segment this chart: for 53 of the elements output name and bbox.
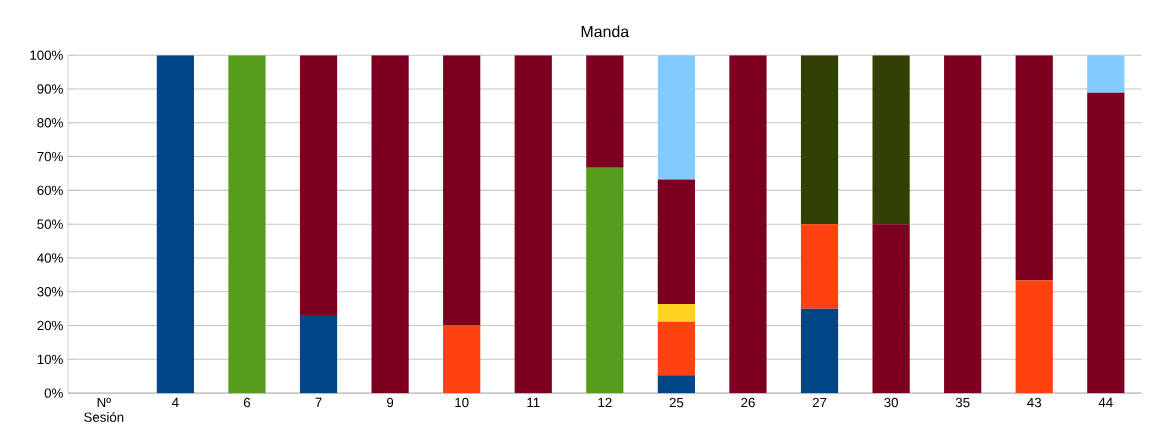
bar [586, 167, 624, 394]
bar [657, 303, 695, 322]
bar [443, 325, 481, 394]
x-tick-label: Nº Sesión [84, 397, 124, 422]
bar [443, 55, 481, 326]
x-tick-label: 11 [527, 397, 540, 407]
bar [944, 55, 982, 394]
bar [299, 55, 338, 316]
y-tick-label: 0% [44, 388, 63, 398]
bar [872, 55, 910, 225]
y-tick-label: 100% [30, 50, 63, 60]
x-tick-label: 4 [172, 397, 179, 407]
bar [872, 224, 910, 394]
bar [514, 55, 552, 394]
x-tick-label: 30 [884, 397, 898, 408]
x-tick-label: 12 [598, 397, 612, 408]
bar [1087, 55, 1125, 93]
bar [1015, 280, 1053, 394]
y-tick-label: 40% [37, 253, 63, 263]
y-tick-label: 50% [37, 219, 63, 229]
x-tick-label: 27 [812, 397, 827, 408]
bar [657, 55, 695, 180]
x-tick-label: 25 [669, 397, 684, 408]
chart-title: Manda [581, 25, 630, 38]
x-tick-label: 43 [1027, 397, 1042, 408]
bar [657, 375, 695, 394]
x-tick-label: 35 [955, 397, 970, 408]
bar [657, 321, 695, 376]
y-tick-label: 20% [37, 320, 63, 331]
bar [1015, 55, 1053, 281]
bar [586, 55, 624, 168]
x-tick-label: 7 [315, 397, 322, 407]
y-tick-label: 70% [37, 151, 63, 162]
y-tick-label: 60% [37, 185, 63, 196]
x-tick-label: 44 [1098, 397, 1113, 407]
bar [800, 224, 839, 309]
bar [228, 55, 266, 394]
bar [156, 55, 195, 394]
bar [371, 55, 409, 394]
y-tick-label: 80% [37, 118, 63, 128]
bar [800, 308, 839, 394]
bar [657, 179, 695, 304]
x-tick-label: 10 [455, 397, 469, 408]
bar [729, 55, 767, 394]
x-tick-label: 6 [243, 397, 251, 408]
y-tick-label: 30% [37, 287, 63, 297]
x-tick-label: 26 [741, 397, 755, 408]
bar [299, 315, 338, 394]
x-tick-label: 9 [387, 397, 394, 408]
bar [800, 55, 839, 225]
bar [1087, 92, 1125, 394]
y-tick-label: 90% [37, 84, 63, 94]
y-tick-label: 10% [37, 354, 63, 364]
